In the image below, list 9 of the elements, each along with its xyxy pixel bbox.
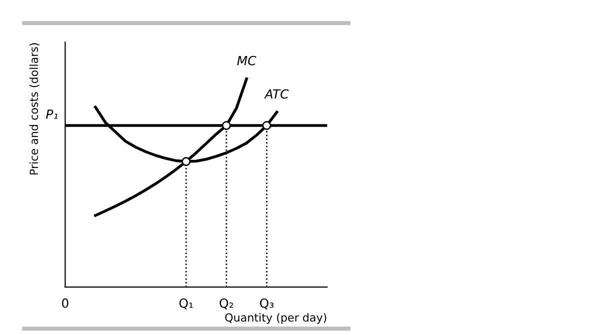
ref-line-label: P₁ [46, 110, 58, 119]
series-label: MC [237, 56, 256, 66]
x-tick-label: Q₃ [260, 298, 274, 310]
x-axis-title: Quantity (per day) [225, 313, 326, 324]
x-tick-label: 0 [62, 298, 68, 308]
x-tick-label: Q₁ [179, 298, 193, 310]
x-tick-label: Q₂ [220, 298, 234, 310]
series-label: ATC [264, 89, 289, 99]
y-axis-title: Price and costs (dollars) [29, 43, 40, 174]
